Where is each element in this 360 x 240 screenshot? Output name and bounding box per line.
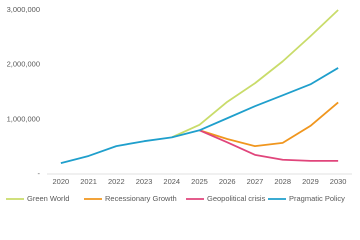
x-tick-label: 2024 xyxy=(163,177,180,186)
chart: - 1,000,000 2,000,000 3,000,000 2020 2021 2022… xyxy=(6,5,352,203)
x-tick-label: 2029 xyxy=(302,177,319,186)
legend-label: Green World xyxy=(27,194,69,203)
series-line xyxy=(199,101,339,148)
legend-label: Geopolitical crisis xyxy=(207,194,266,203)
y-tick-label: 2,000,000 xyxy=(7,60,40,69)
series-line xyxy=(60,67,339,164)
x-tick-label: 2026 xyxy=(219,177,236,186)
legend-label: Pragmatic Policy xyxy=(289,194,345,203)
x-tick-label: 2021 xyxy=(80,177,97,186)
x-tick-label: 2027 xyxy=(247,177,264,186)
x-tick-label: 2030 xyxy=(330,177,347,186)
x-tick-label: 2022 xyxy=(108,177,125,186)
series-line xyxy=(171,9,339,139)
y-tick-label: 3,000,000 xyxy=(7,5,40,14)
series-line xyxy=(199,129,339,162)
x-tick-label: 2023 xyxy=(136,177,153,186)
legend-label: Recessionary Growth xyxy=(105,194,177,203)
y-tick-label: - xyxy=(38,169,41,178)
x-tick-label: 2028 xyxy=(274,177,291,186)
x-tick-label: 2020 xyxy=(53,177,70,186)
y-tick-label: 1,000,000 xyxy=(7,114,40,123)
x-tick-label: 2025 xyxy=(191,177,208,186)
